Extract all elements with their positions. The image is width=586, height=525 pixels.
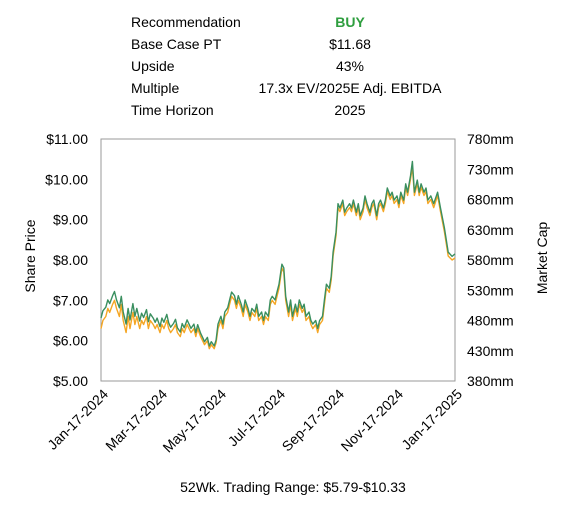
y-axis-left: $5.00 $6.00 $7.00 $8.00 $9.00 $10.00 $11.00 (45, 131, 88, 389)
summary-label: Time Horizon (131, 102, 214, 118)
summary-row-recommendation: Recommendation BUY (0, 11, 586, 33)
x-axis: Jan-17-2024Mar-17-2024May-17-2024Jul-17-… (44, 386, 465, 456)
summary-value: $11.68 (329, 36, 371, 52)
y-left-tick-label: $6.00 (53, 333, 88, 349)
y-right-tick-label: 430mm (467, 343, 514, 359)
y-axis-right-title: Market Cap (534, 222, 550, 295)
summary-label: Upside (131, 58, 175, 74)
y-axis-left-title: Share Price (22, 219, 38, 292)
summary-label: Multiple (131, 80, 180, 96)
y-axis-right: 380mm 430mm 480mm 530mm 580mm 630mm 680mm 730mm… (467, 131, 514, 389)
y-right-tick-label: 380mm (467, 373, 514, 389)
summary-row-multiple: Multiple 17.3x EV/2025E Adj. EBITDA (0, 77, 586, 99)
y-right-tick-label: 580mm (467, 252, 514, 268)
market-cap-line (100, 160, 456, 347)
y-right-tick-label: 480mm (467, 313, 514, 329)
summary-value: 17.3x EV/2025E Adj. EBITDA (258, 80, 442, 96)
y-left-tick-label: $8.00 (53, 252, 88, 268)
series-layer (100, 160, 456, 350)
recommendation-value: BUY (335, 14, 365, 30)
summary-value: 2025 (334, 102, 366, 118)
plot-area (100, 138, 456, 382)
x-tick-label: May-17-2024 (159, 386, 229, 456)
summary-row-upside: Upside 43% (0, 55, 586, 77)
summary-row-time-horizon: Time Horizon 2025 (0, 99, 586, 121)
y-right-tick-label: 780mm (467, 131, 514, 147)
y-left-tick-label: $5.00 (53, 373, 88, 389)
y-left-tick-label: $10.00 (45, 171, 88, 187)
y-left-tick-label: $11.00 (46, 131, 88, 147)
y-right-tick-label: 630mm (467, 222, 514, 238)
y-right-tick-label: 730mm (467, 161, 514, 177)
y-left-tick-label: $9.00 (53, 212, 88, 228)
summary-row-price-target: Base Case PT $11.68 (0, 33, 586, 55)
x-tick-label: Sep-17-2024 (279, 386, 348, 455)
summary-value: 43% (335, 58, 365, 74)
summary-label: Recommendation (131, 14, 241, 30)
y-left-tick-label: $7.00 (53, 292, 88, 308)
trading-range-caption: 52Wk. Trading Range: $5.79-$10.33 (180, 479, 406, 495)
x-tick-label: Nov-17-2024 (338, 386, 407, 455)
x-tick-label: Jul-17-2024 (225, 386, 289, 450)
y-right-tick-label: 680mm (467, 192, 514, 208)
x-tick-label: Jan-17-2025 (398, 386, 465, 453)
share-price-line (100, 166, 456, 350)
y-right-tick-label: 530mm (467, 282, 514, 298)
summary-label: Base Case PT (131, 36, 222, 52)
